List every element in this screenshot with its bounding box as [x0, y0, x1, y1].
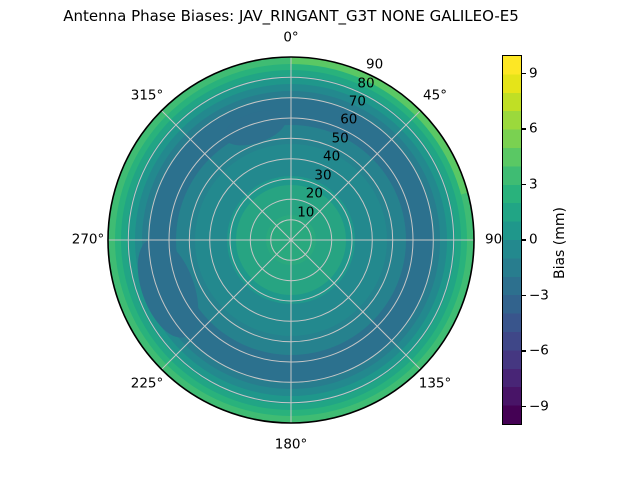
colorbar-tickmark-0 — [521, 239, 526, 241]
polar-grid — [108, 57, 474, 423]
colorbar-tickmark--9 — [521, 405, 526, 408]
colorbar-axis-label: Bias (mm) — [552, 206, 568, 280]
angle-label-45: 45° — [423, 87, 447, 104]
radial-label-10: 10 — [297, 203, 315, 220]
polar-outline — [107, 56, 475, 424]
colorbar-ticklabel--3: −3 — [529, 286, 549, 303]
contour-dark-blob-west — [137, 238, 199, 338]
angle-label-225: 225° — [130, 375, 164, 392]
angle-label-270: 270° — [71, 231, 105, 248]
angle-label-315: 315° — [130, 87, 164, 104]
radial-label-40: 40 — [323, 148, 341, 165]
radial-label-90: 90 — [366, 56, 384, 73]
grid-spoke-135-315 — [161, 110, 421, 370]
colorbar-ticklabel-9: 9 — [529, 64, 538, 81]
page-title: Antenna Phase Biases: JAV_RINGANT_G3T NO… — [63, 7, 519, 25]
contour-band-rim-ne-bright — [291, 56, 468, 195]
colorbar-ticklabel-3: 3 — [529, 175, 538, 192]
colorbar-tickmark--3 — [521, 294, 526, 297]
colorbar-tickmark-3 — [521, 183, 526, 186]
colorbar-ticklabel-6: 6 — [529, 120, 538, 137]
angle-label-135: 135° — [418, 375, 452, 392]
radial-label-20: 20 — [305, 185, 323, 202]
radial-label-80: 80 — [357, 74, 375, 91]
colorbar-tickmark-9 — [521, 72, 526, 75]
colorbar-ticklabel--6: −6 — [529, 342, 549, 359]
colorbar-tickmark--6 — [521, 350, 526, 352]
radial-label-30: 30 — [314, 166, 332, 183]
colorbar-ticklabel-0: 0 — [529, 231, 538, 248]
angle-label-0: 0° — [283, 29, 299, 46]
colorbar-gradient — [502, 55, 522, 425]
radial-label-60: 60 — [340, 111, 358, 128]
colorbar-ticklabel--9: −9 — [529, 397, 549, 414]
radial-label-70: 70 — [348, 93, 366, 110]
radial-label-50: 50 — [331, 130, 349, 147]
colorbar-tickmark-6 — [521, 128, 526, 130]
angle-label-180: 180° — [274, 436, 308, 453]
